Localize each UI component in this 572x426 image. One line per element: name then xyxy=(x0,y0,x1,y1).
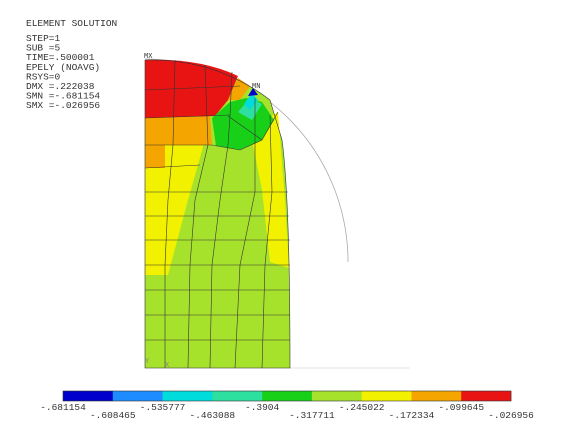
contour-region xyxy=(145,140,205,275)
legend-band xyxy=(311,391,362,401)
title: ELEMENT SOLUTION xyxy=(26,18,117,29)
legend-label: -.3904 xyxy=(245,402,280,413)
legend-band xyxy=(361,391,412,401)
legend-band xyxy=(461,391,512,401)
min-marker: MN xyxy=(252,83,260,91)
legend: -.681154 -.608465 -.535777 -.463088 -.3904 -.… xyxy=(40,390,534,421)
max-marker: MX xyxy=(144,53,153,61)
legend-label: -.535777 xyxy=(140,402,186,413)
contour-region xyxy=(212,98,274,150)
contour-region xyxy=(250,112,289,268)
legend-band xyxy=(112,391,163,401)
legend-band xyxy=(262,391,313,401)
legend-label: -.463088 xyxy=(190,410,236,421)
contour-region xyxy=(145,59,238,118)
info-line: SMX =-.026956 xyxy=(26,100,100,111)
contour-region xyxy=(244,93,258,110)
legend-label: -.681154 xyxy=(40,402,86,413)
info-line: RSYS=0 xyxy=(26,71,61,82)
legend-band xyxy=(212,391,263,401)
mesh xyxy=(144,59,291,369)
triad-label: Y xyxy=(145,358,150,366)
legend-label: -.317711 xyxy=(289,410,335,421)
legend-label: -.026956 xyxy=(488,410,534,421)
info-line: SMN =-.681154 xyxy=(26,91,100,102)
triad-label: X xyxy=(165,362,170,370)
info-line: DMX =.222038 xyxy=(26,81,95,92)
contour-region xyxy=(145,116,212,168)
legend-band xyxy=(162,391,213,401)
legend-band xyxy=(411,391,462,401)
info-line: STEP=1 xyxy=(26,33,61,44)
legend-frame xyxy=(62,390,512,402)
contour-region xyxy=(248,88,258,96)
info-line: EPELY (NOAVG) xyxy=(26,62,100,73)
legend-label: -.099645 xyxy=(438,402,484,413)
legend-label: -.608465 xyxy=(90,410,136,421)
legend-label: -.245022 xyxy=(339,402,385,413)
legend-label: -.172334 xyxy=(389,410,435,421)
info-line: TIME=.500001 xyxy=(26,52,95,63)
legend-band xyxy=(63,391,114,401)
info-line: SUB =5 xyxy=(26,43,61,54)
